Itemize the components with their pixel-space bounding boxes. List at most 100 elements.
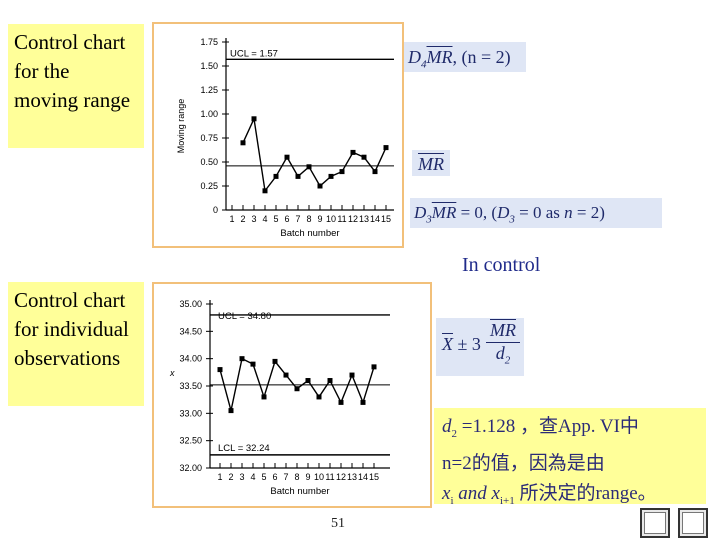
note-app: ，查App. VI中 bbox=[515, 416, 639, 437]
ind-lcl-label: LCL = 32.24 bbox=[218, 443, 270, 454]
ind-xlabel: Batch number bbox=[270, 486, 329, 497]
mr-xtick-label: 12 bbox=[348, 214, 358, 224]
mr-xtick-label: 9 bbox=[317, 214, 322, 224]
ind-data-point bbox=[316, 394, 322, 400]
mr-ucl-label: UCL = 1.57 bbox=[230, 48, 278, 59]
mr-data-point bbox=[350, 149, 356, 155]
mr-ytick-label: 1.00 bbox=[200, 109, 218, 119]
mr-xtick-label: 11 bbox=[337, 214, 346, 224]
mr-xtick-label: 3 bbox=[251, 214, 256, 224]
mr-ytick-label: 0.50 bbox=[200, 157, 218, 167]
ind-xtick-label: 12 bbox=[336, 472, 346, 482]
mr-data-point bbox=[306, 164, 312, 170]
mr-data-point bbox=[240, 140, 246, 146]
ind-data-point bbox=[261, 394, 267, 400]
mr-ucl-formula: D4MR, (n = 2) bbox=[404, 42, 526, 72]
nav-back-button[interactable] bbox=[640, 508, 670, 538]
ind-xtick-label: 9 bbox=[305, 472, 310, 482]
ind-data-point bbox=[305, 378, 311, 384]
page-number: 51 bbox=[331, 516, 345, 531]
ind-xtick-label: 7 bbox=[283, 472, 288, 482]
ind-data-point bbox=[371, 364, 377, 370]
d2-note: d2 =1.128 ，查App. VI中 n=2的值，因為是由 xi and x… bbox=[434, 408, 706, 507]
ind-xtick-label: 3 bbox=[239, 472, 244, 482]
mr-lcl-d3-sub: 3 bbox=[509, 213, 515, 226]
ind-frac-den: d bbox=[495, 343, 505, 363]
mr-ytick-label: 0.25 bbox=[200, 181, 218, 191]
ind-xtick-label: 6 bbox=[272, 472, 277, 482]
ind-data-point bbox=[250, 361, 256, 367]
mr-ytick-label: 1.50 bbox=[200, 61, 218, 71]
ind-ytick-label: 32.50 bbox=[179, 436, 202, 446]
ind-ytick-label: 35.00 bbox=[179, 299, 202, 309]
ind-data-point bbox=[217, 367, 223, 373]
ind-data-point bbox=[327, 378, 333, 384]
ind-xtick-label: 14 bbox=[358, 472, 368, 482]
mr-data-point bbox=[251, 116, 257, 122]
mr-ytick-label: 1.75 bbox=[200, 37, 218, 47]
ind-ytick-label: 32.00 bbox=[179, 463, 202, 473]
note-d-val: =1.128 bbox=[457, 416, 516, 437]
ind-xtick-label: 2 bbox=[228, 472, 233, 482]
mr-data-point bbox=[262, 188, 268, 194]
moving-range-label-text: Control chart for the moving range bbox=[14, 30, 131, 112]
ind-xtick-label: 4 bbox=[250, 472, 255, 482]
mr-xtick-label: 6 bbox=[284, 214, 289, 224]
individual-chart: 32.00 32.50 33.00 33.50 34.00 34.50 35.00 1 2 3 4 5… bbox=[152, 282, 432, 508]
mr-data-point bbox=[295, 173, 301, 179]
mr-xtick-label: 13 bbox=[359, 214, 369, 224]
mr-lcl-n-val: = 2) bbox=[572, 203, 605, 222]
mr-ytick-label: 1.25 bbox=[200, 85, 218, 95]
mr-xtick-label: 1 bbox=[229, 214, 234, 224]
mr-ytick-label: 0.75 bbox=[200, 133, 218, 143]
mr-xtick-label: 10 bbox=[326, 214, 336, 224]
ind-data-point bbox=[272, 358, 278, 364]
ind-xtick-label: 5 bbox=[261, 472, 266, 482]
mr-xtick-label: 8 bbox=[306, 214, 311, 224]
ind-xtick-label: 1 bbox=[217, 472, 222, 482]
mr-data-point bbox=[361, 154, 367, 160]
mr-xtick-label: 15 bbox=[381, 214, 391, 224]
nav-back-icon bbox=[644, 512, 666, 534]
ind-ytick-label: 33.50 bbox=[179, 381, 202, 391]
ind-data-point bbox=[239, 356, 245, 362]
mr-center-formula: MR bbox=[412, 150, 450, 176]
mr-lcl-formula: D3MR = 0, (D3 = 0 as n = 2) bbox=[410, 198, 662, 228]
ind-ytick-label: 34.50 bbox=[179, 326, 202, 336]
ind-xtick-label: 13 bbox=[347, 472, 357, 482]
mr-ucl-n: , (n = 2) bbox=[452, 47, 511, 67]
mr-ytick-label: 0 bbox=[213, 205, 218, 215]
mr-lcl-mr: MR bbox=[431, 203, 457, 222]
mr-data-point bbox=[383, 145, 389, 151]
mr-ylabel: Moving range bbox=[176, 99, 186, 154]
ind-xtick-label: 8 bbox=[294, 472, 299, 482]
ind-xtick-label: 10 bbox=[314, 472, 324, 482]
ind-pm: ± 3 bbox=[453, 334, 481, 354]
note-line-2: n=2的值，因為是由 bbox=[442, 452, 605, 474]
mr-data-point bbox=[273, 173, 279, 179]
individual-limits-formula: X ± 3 MR d2 bbox=[436, 318, 524, 376]
mr-data-point bbox=[372, 169, 378, 175]
mr-data-point bbox=[317, 183, 323, 189]
ind-data-point bbox=[283, 372, 289, 378]
mr-xtick-label: 5 bbox=[273, 214, 278, 224]
note-xi-sub: i bbox=[450, 494, 454, 507]
nav-forward-icon bbox=[682, 512, 704, 534]
ind-frac-num: MR bbox=[490, 320, 516, 340]
note-and-x: and x bbox=[453, 482, 500, 504]
ind-data-point bbox=[338, 399, 344, 405]
note-d-sub: 2 bbox=[451, 427, 458, 440]
note-range: 所決定的range。 bbox=[514, 482, 657, 504]
note-line-1: d2 =1.128 ，查App. VI中 bbox=[442, 412, 698, 449]
nav-forward-button[interactable] bbox=[678, 508, 708, 538]
mr-data-point bbox=[339, 169, 345, 175]
individual-chart-label: Control chart for individual observation… bbox=[8, 282, 144, 406]
mr-lcl-d3: D bbox=[497, 203, 510, 222]
ind-ucl-label: UCL = 34.80 bbox=[218, 311, 271, 322]
note-line-3: xi and xi+1 所決定的range。 bbox=[442, 479, 698, 516]
mr-xtick-label: 2 bbox=[240, 214, 245, 224]
mr-lcl-d-sub: 3 bbox=[426, 213, 432, 226]
mr-xtick-label: 4 bbox=[262, 214, 267, 224]
ind-xtick-label: 11 bbox=[325, 472, 334, 482]
